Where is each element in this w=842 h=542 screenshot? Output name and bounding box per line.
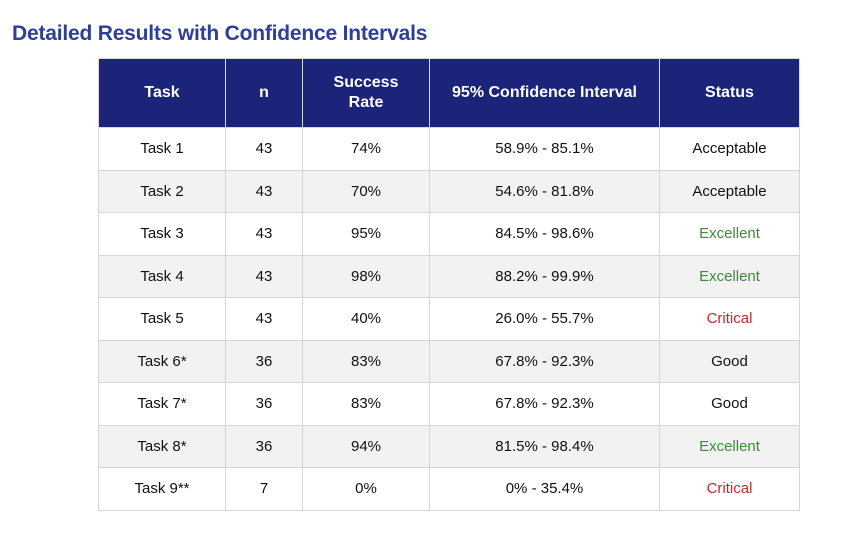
confidence-interval-cell: 81.5% - 98.4% [429,424,660,468]
header-confidence-interval: 95% Confidence Interval [429,58,660,128]
task-cell: Task 1 [98,127,226,171]
table-row: Task 9** 7 0% 0% - 35.4% Critical [98,467,800,511]
status-cell: Good [659,339,800,383]
header-success-rate-label: Success Rate [333,74,399,111]
n-cell: 36 [225,339,303,383]
success-rate-cell: 83% [302,339,430,383]
n-cell: 43 [225,297,303,341]
n-cell: 36 [225,382,303,426]
success-rate-cell: 40% [302,297,430,341]
status-cell: Excellent [659,212,800,256]
table-row: Task 2 43 70% 54.6% - 81.8% Acceptable [98,169,800,213]
confidence-interval-cell: 88.2% - 99.9% [429,254,660,298]
header-task: Task [98,58,226,128]
status-cell: Acceptable [659,127,800,171]
task-cell: Task 4 [98,254,226,298]
table-row: Task 1 43 74% 58.9% - 85.1% Acceptable [98,127,800,171]
header-status: Status [659,58,800,128]
task-cell: Task 3 [98,212,226,256]
header-n: n [225,58,303,128]
task-cell: Task 9** [98,467,226,511]
table-row: Task 6* 36 83% 67.8% - 92.3% Good [98,339,800,383]
success-rate-cell: 74% [302,127,430,171]
success-rate-cell: 0% [302,467,430,511]
table-row: Task 5 43 40% 26.0% - 55.7% Critical [98,297,800,341]
confidence-interval-cell: 54.6% - 81.8% [429,169,660,213]
task-cell: Task 6* [98,339,226,383]
n-cell: 36 [225,424,303,468]
page-title: Detailed Results with Confidence Interva… [12,22,428,45]
task-cell: Task 7* [98,382,226,426]
task-cell: Task 5 [98,297,226,341]
n-cell: 43 [225,127,303,171]
confidence-interval-cell: 67.8% - 92.3% [429,382,660,426]
header-row: Task n Success Rate 95% Confidence Inter… [98,58,800,128]
success-rate-cell: 83% [302,382,430,426]
status-cell: Critical [659,467,800,511]
header-success-rate: Success Rate [302,58,430,128]
success-rate-cell: 94% [302,424,430,468]
confidence-interval-cell: 58.9% - 85.1% [429,127,660,171]
n-cell: 43 [225,254,303,298]
success-rate-cell: 70% [302,169,430,213]
confidence-interval-cell: 26.0% - 55.7% [429,297,660,341]
task-cell: Task 8* [98,424,226,468]
status-cell: Acceptable [659,169,800,213]
confidence-interval-cell: 0% - 35.4% [429,467,660,511]
confidence-interval-cell: 84.5% - 98.6% [429,212,660,256]
table-row: Task 8* 36 94% 81.5% - 98.4% Excellent [98,424,800,468]
task-cell: Task 2 [98,169,226,213]
success-rate-cell: 95% [302,212,430,256]
status-cell: Good [659,382,800,426]
confidence-interval-cell: 67.8% - 92.3% [429,339,660,383]
n-cell: 7 [225,467,303,511]
results-table: Task n Success Rate 95% Confidence Inter… [98,58,800,511]
table-row: Task 7* 36 83% 67.8% - 92.3% Good [98,382,800,426]
status-cell: Excellent [659,424,800,468]
status-cell: Critical [659,297,800,341]
success-rate-cell: 98% [302,254,430,298]
n-cell: 43 [225,212,303,256]
table-row: Task 3 43 95% 84.5% - 98.6% Excellent [98,212,800,256]
table-row: Task 4 43 98% 88.2% - 99.9% Excellent [98,254,800,298]
status-cell: Excellent [659,254,800,298]
n-cell: 43 [225,169,303,213]
